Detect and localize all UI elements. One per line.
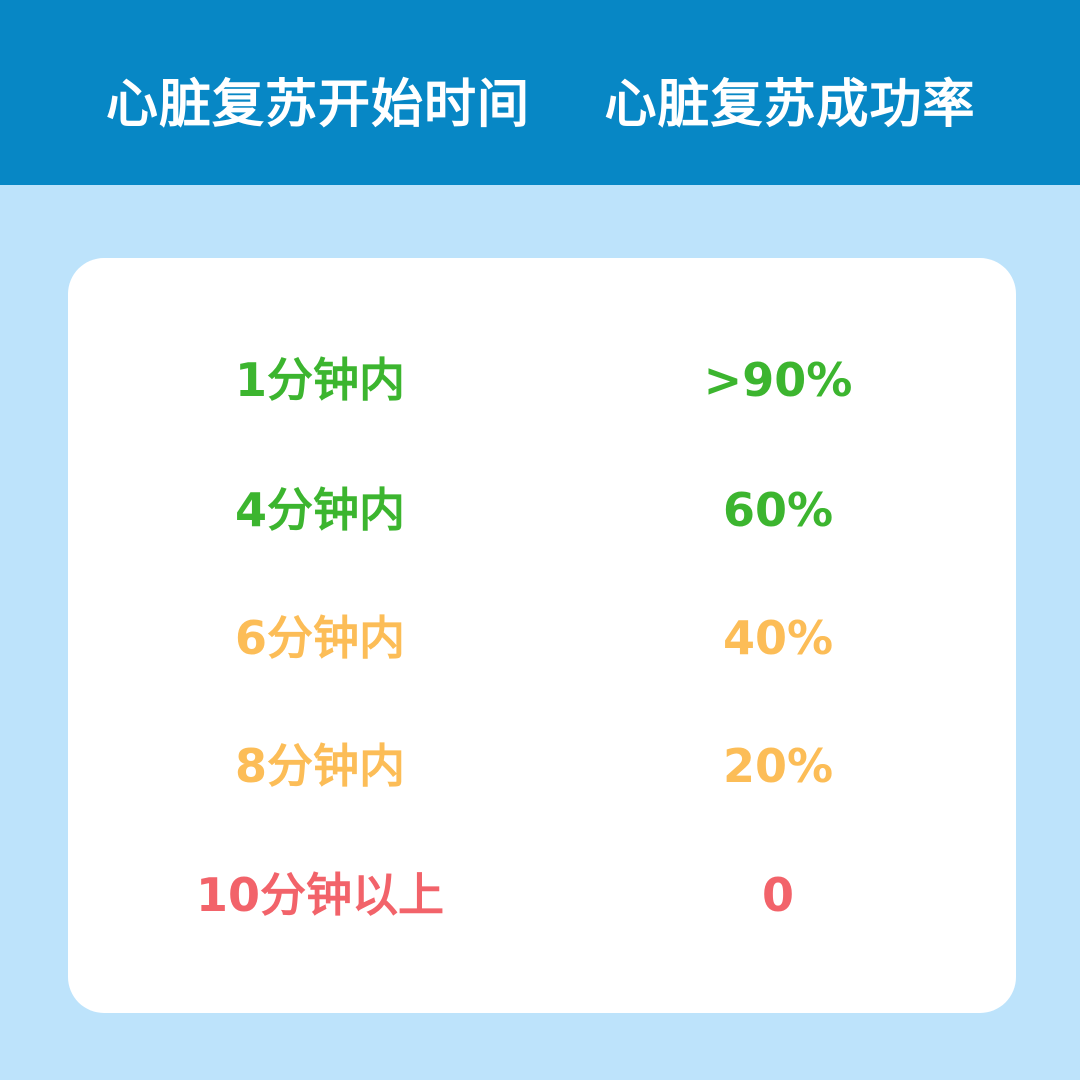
rate-cell: 40%	[722, 611, 834, 665]
column-title: 心脏复苏开始时间	[105, 75, 530, 135]
rate-cell: >90%	[703, 353, 853, 407]
time-cell: 8分钟内	[234, 739, 405, 793]
header-band: 心脏复苏开始时间 心脏复苏成功率	[0, 0, 1080, 185]
table-card: 1分钟内 >90% 4分钟内 60% 6分钟内 40% 8分钟内 20% 10分…	[68, 258, 1016, 1013]
time-cell: 1分钟内	[234, 353, 405, 407]
rate-cell: 0	[761, 868, 794, 922]
column-title: 心脏复苏成功率	[604, 75, 976, 135]
rate-cell: 60%	[722, 483, 834, 537]
time-cell: 10分钟以上	[195, 868, 444, 922]
rate-cell: 20%	[722, 739, 834, 793]
time-cell: 4分钟内	[234, 483, 405, 537]
time-cell: 6分钟内	[234, 611, 405, 665]
